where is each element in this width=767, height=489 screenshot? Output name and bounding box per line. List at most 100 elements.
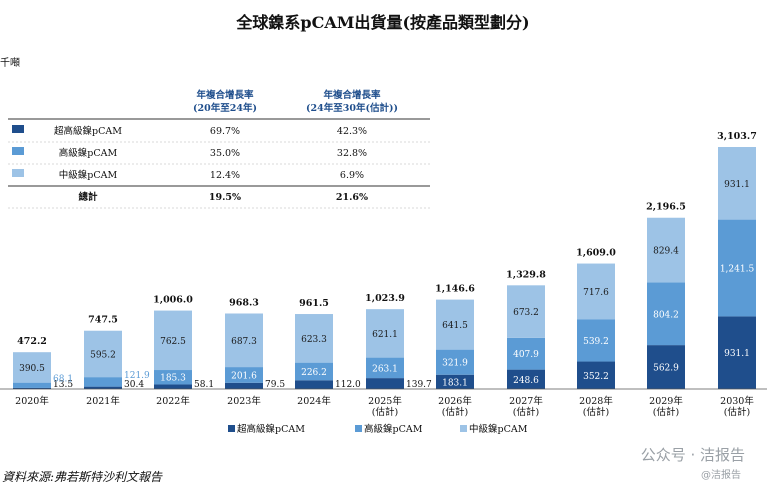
bar-value-label: 931.1 bbox=[724, 180, 750, 190]
bar-total-label: 1,006.0 bbox=[153, 295, 193, 306]
bar-total-label: 961.5 bbox=[299, 298, 329, 309]
bar-segment bbox=[225, 367, 263, 383]
cagr-row-label: 超高級鎳pCAM bbox=[54, 125, 122, 137]
legend-label: 中級鎳pCAM bbox=[469, 423, 528, 435]
bar-value-label: 185.3 bbox=[160, 374, 186, 384]
x-tick-label: (估計) bbox=[653, 406, 679, 418]
bar-segment bbox=[436, 299, 474, 350]
x-tick-label: 2030年 bbox=[720, 395, 754, 407]
legend-swatch bbox=[12, 147, 24, 155]
watermark-text: 公众号 · 洁报告 bbox=[640, 446, 745, 464]
bar-total-label: 968.3 bbox=[229, 297, 259, 308]
bar-value-label: 352.2 bbox=[583, 372, 609, 382]
bar-value-label: 263.1 bbox=[372, 364, 398, 374]
legend-swatch bbox=[12, 125, 24, 133]
bar-value-label: 183.1 bbox=[442, 378, 468, 388]
bar-value-label: 829.4 bbox=[653, 247, 679, 257]
x-tick-label: 2023年 bbox=[227, 395, 261, 407]
bar-total-label: 2,196.5 bbox=[646, 202, 686, 213]
bar-value-label: 641.5 bbox=[442, 321, 468, 331]
cagr-value: 32.8% bbox=[337, 148, 367, 159]
bar-value-label: 407.9 bbox=[513, 350, 539, 360]
x-tick-label: 2021年 bbox=[86, 395, 120, 407]
bar-segment bbox=[718, 219, 756, 317]
cagr-value: 69.7% bbox=[210, 126, 240, 137]
x-tick-label: 2026年 bbox=[438, 395, 472, 407]
bar-segment bbox=[225, 382, 263, 389]
source-note: 資料來源:弗若斯特沙利文報告 bbox=[2, 470, 163, 484]
bar-value-label: 562.9 bbox=[653, 364, 679, 374]
bar-segment bbox=[154, 370, 192, 385]
bar-value-label: 201.6 bbox=[231, 371, 257, 381]
watermark-subtext: @洁报告 bbox=[701, 470, 741, 481]
bar-value-label: 248.6 bbox=[513, 376, 539, 386]
bar-segment bbox=[84, 330, 122, 378]
bar-segment bbox=[507, 285, 545, 338]
bar-total-label: 747.5 bbox=[88, 315, 118, 326]
x-tick-label: (估計) bbox=[724, 406, 750, 418]
bar-segment bbox=[366, 357, 404, 379]
bar-value-label: 539.2 bbox=[583, 337, 609, 347]
bar-value-label: 112.0 bbox=[335, 380, 361, 390]
unit-label: 千噸 bbox=[0, 56, 20, 69]
bar-segment bbox=[366, 309, 404, 358]
x-tick-label: 2024年 bbox=[297, 395, 331, 407]
legend-swatch bbox=[355, 425, 362, 432]
bar-value-label: 58.1 bbox=[194, 380, 214, 390]
bar-value-label: 804.2 bbox=[653, 310, 679, 320]
bar-segment bbox=[225, 313, 263, 368]
bar-value-label: 30.4 bbox=[124, 380, 144, 390]
bar-segment bbox=[718, 147, 756, 220]
bar-total-label: 472.2 bbox=[17, 336, 47, 347]
legend-swatch bbox=[460, 425, 467, 432]
bar-segment bbox=[577, 361, 615, 389]
x-tick-label: (估計) bbox=[372, 406, 398, 418]
bar-total-label: 1,023.9 bbox=[365, 293, 405, 304]
bar-segment bbox=[647, 345, 685, 389]
cagr-value: 42.3% bbox=[337, 126, 367, 137]
bar-segment bbox=[13, 387, 51, 389]
bar-segment bbox=[507, 369, 545, 389]
bar-segment bbox=[295, 314, 333, 363]
bar-value-label: 79.5 bbox=[265, 380, 285, 390]
chart-title: 全球鎳系pCAM出貨量(按產品類型劃分) bbox=[235, 13, 529, 32]
bar-segment bbox=[84, 377, 122, 387]
cagr-value: 6.9% bbox=[340, 170, 364, 181]
bar-value-label: 673.2 bbox=[513, 308, 539, 318]
cagr-header: 年複合增長率 bbox=[196, 89, 254, 101]
bar-value-label: 931.1 bbox=[724, 349, 750, 359]
x-tick-label: 2028年 bbox=[579, 395, 613, 407]
x-tick-label: (估計) bbox=[442, 406, 468, 418]
bar-segment bbox=[647, 217, 685, 283]
bar-segment bbox=[154, 384, 192, 389]
x-tick-label: 2022年 bbox=[156, 395, 190, 407]
bar-value-label: 717.6 bbox=[583, 288, 609, 298]
legend-label: 高級鎳pCAM bbox=[364, 423, 423, 435]
bar-total-label: 1,146.6 bbox=[435, 284, 475, 295]
legend-swatch bbox=[12, 169, 24, 177]
bar-segment bbox=[13, 352, 51, 383]
x-tick-label: (估計) bbox=[583, 406, 609, 418]
bar-value-label: 139.7 bbox=[406, 380, 432, 390]
cagr-row-label: 高級鎳pCAM bbox=[59, 147, 118, 159]
x-tick-label: (估計) bbox=[513, 406, 539, 418]
bar-value-label: 621.1 bbox=[372, 330, 398, 340]
cagr-value: 19.5% bbox=[209, 192, 241, 203]
bar-total-label: 1,329.8 bbox=[506, 269, 546, 280]
bar-value-label: 321.9 bbox=[442, 359, 468, 369]
bar-segment bbox=[507, 337, 545, 370]
bar-segment bbox=[13, 382, 51, 388]
x-tick-label: 2020年 bbox=[15, 395, 49, 407]
bar-total-label: 1,609.0 bbox=[576, 248, 616, 259]
legend-swatch bbox=[228, 425, 235, 432]
cagr-row-label: 中級鎳pCAM bbox=[59, 169, 118, 181]
cagr-value: 35.0% bbox=[210, 148, 240, 159]
bar-segment bbox=[647, 282, 685, 346]
bar-value-label: 121.9 bbox=[124, 371, 150, 381]
bar-total-label: 3,103.7 bbox=[717, 131, 757, 142]
cagr-header: (24年至30年(估計)) bbox=[306, 102, 398, 114]
bar-value-label: 1,241.5 bbox=[720, 265, 755, 275]
cagr-value: 12.4% bbox=[210, 170, 240, 181]
bar-segment bbox=[577, 263, 615, 320]
